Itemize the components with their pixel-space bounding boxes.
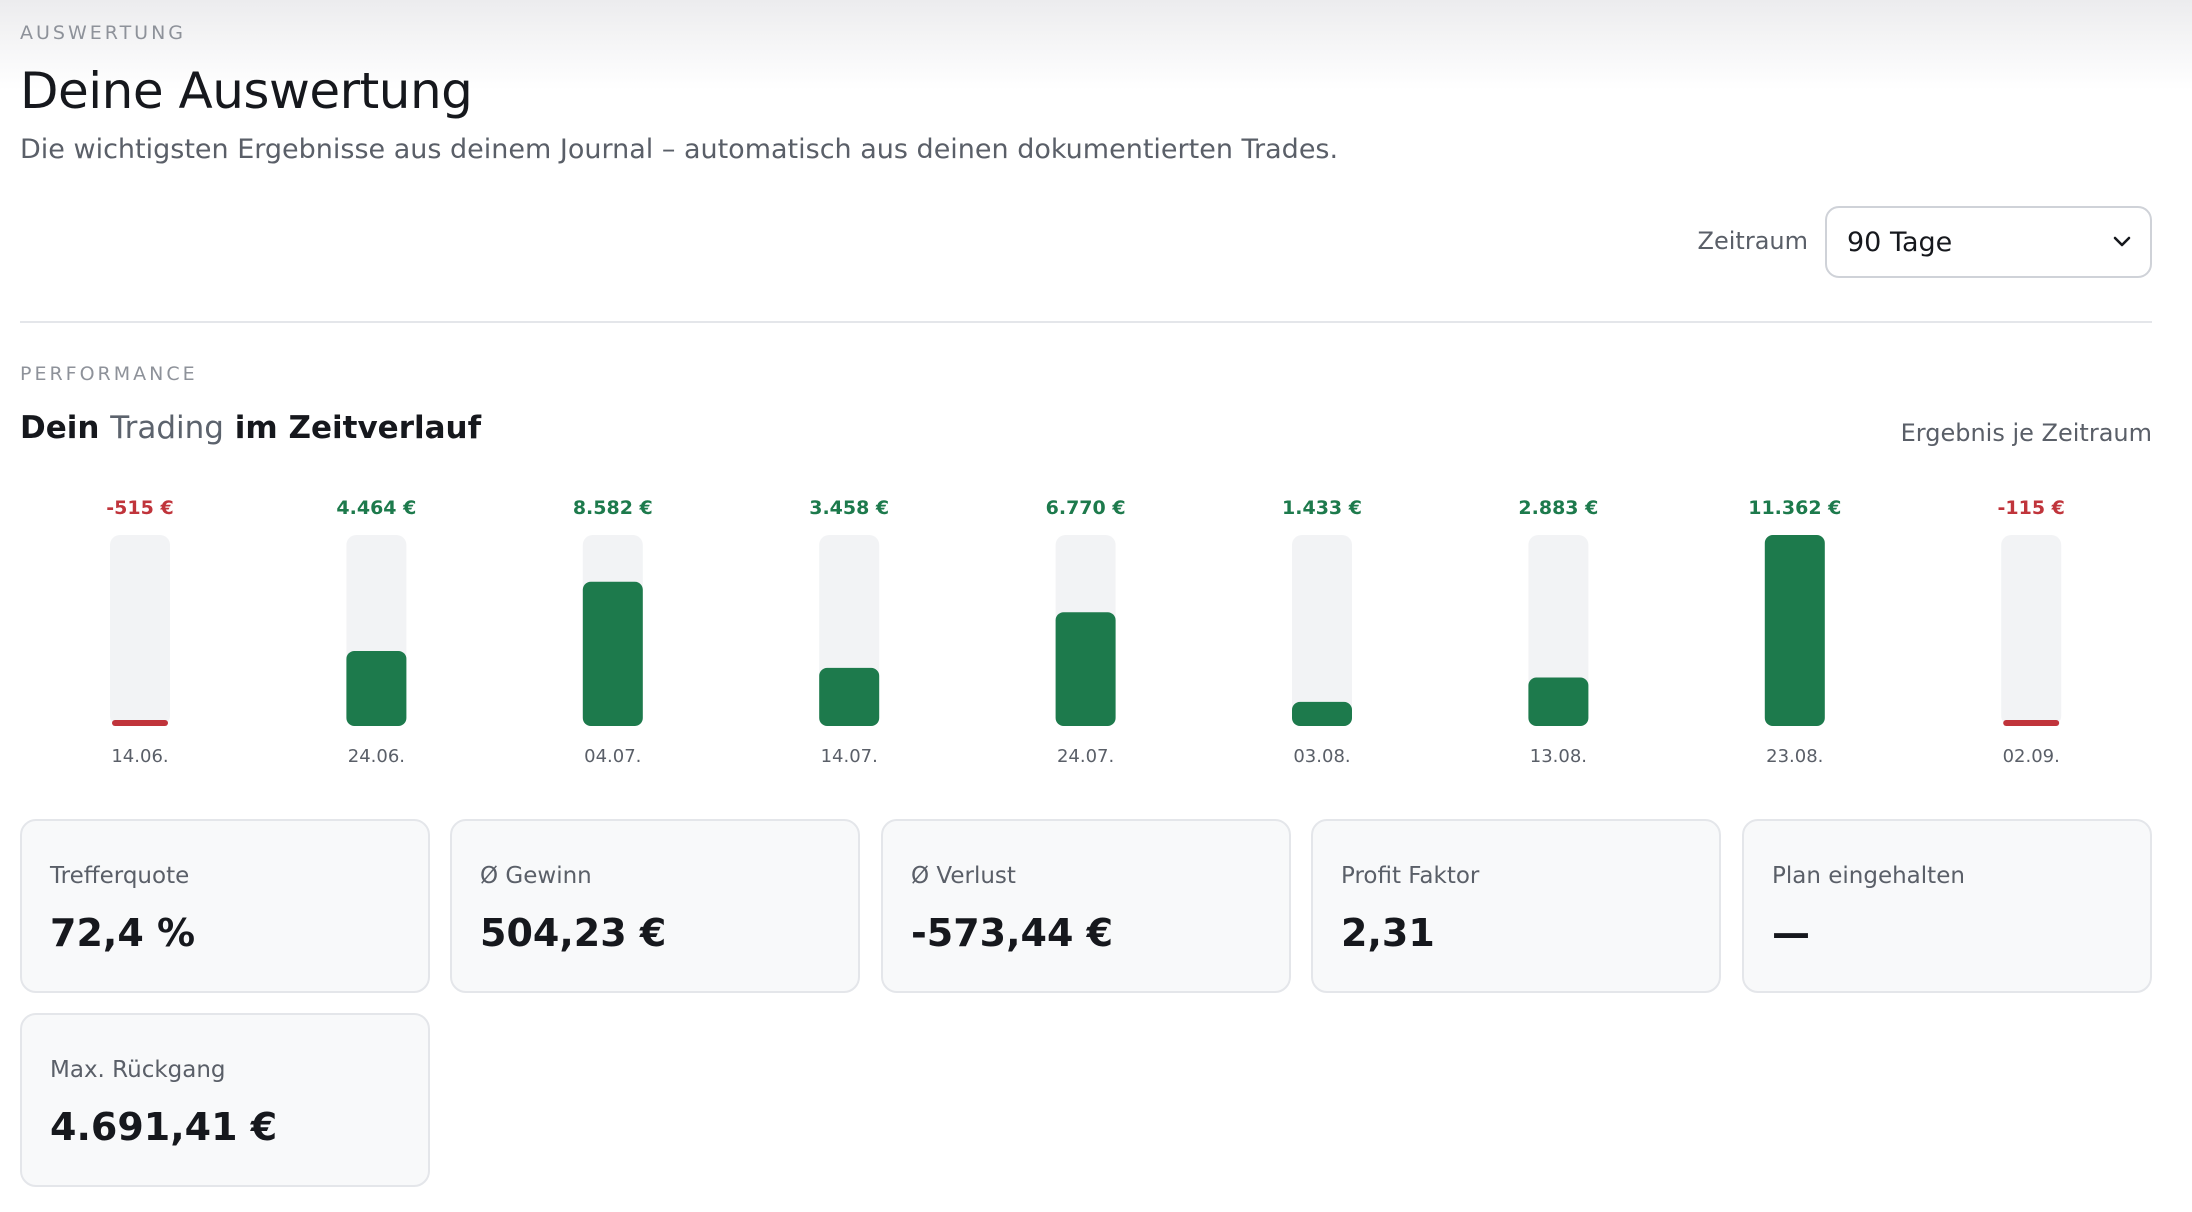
header-background xyxy=(0,0,2192,90)
page-title: Deine Auswertung xyxy=(20,62,473,120)
page-eyebrow: AUSWERTUNG xyxy=(20,22,187,44)
performance-title: Dein Trading im Zeitverlauf xyxy=(20,410,481,446)
bar-value-label: -115 € xyxy=(1998,497,2065,519)
stat-label: Ø Verlust xyxy=(911,863,1016,889)
bar[interactable] xyxy=(112,720,168,726)
period-label: Zeitraum xyxy=(1697,227,1808,255)
bar-value-label: 3.458 € xyxy=(809,497,889,519)
bar-value-label: -515 € xyxy=(106,497,173,519)
bar-value-label: 2.883 € xyxy=(1518,497,1598,519)
stat-card-trefferquote: Trefferquote 72,4 % xyxy=(20,819,430,993)
bar[interactable] xyxy=(1528,677,1589,726)
bar-track xyxy=(110,535,170,726)
x-tick-label: 02.09. xyxy=(2003,746,2060,767)
x-tick-label: 14.07. xyxy=(821,746,878,767)
bar-value-label: 4.464 € xyxy=(336,497,416,519)
stat-label: Ø Gewinn xyxy=(480,863,592,889)
bar[interactable] xyxy=(346,650,407,726)
performance-title-accent: Trading xyxy=(110,410,224,446)
stat-value: 72,4 % xyxy=(50,911,196,955)
chart-caption: Ergebnis je Zeitraum xyxy=(1900,419,2152,447)
page-subtitle: Die wichtigsten Ergebnisse aus deinem Jo… xyxy=(20,134,1339,165)
bar[interactable] xyxy=(819,667,880,726)
bar-value-label: 6.770 € xyxy=(1046,497,1126,519)
stat-value: 504,23 € xyxy=(480,911,667,955)
chevron-down-icon xyxy=(2112,232,2132,252)
performance-title-pre: Dein xyxy=(20,410,111,446)
x-tick-label: 14.06. xyxy=(111,746,168,767)
bar-value-label: 1.433 € xyxy=(1282,497,1362,519)
bar[interactable] xyxy=(1764,535,1825,726)
bar[interactable] xyxy=(1055,612,1116,726)
x-tick-label: 23.08. xyxy=(1766,746,1823,767)
performance-title-post: im Zeitverlauf xyxy=(224,410,482,446)
stat-label: Plan eingehalten xyxy=(1772,863,1965,889)
x-tick-label: 24.06. xyxy=(348,746,405,767)
x-tick-label: 24.07. xyxy=(1057,746,1114,767)
stat-value: — xyxy=(1772,911,1810,955)
stat-card-profit-factor: Profit Faktor 2,31 xyxy=(1311,819,1721,993)
stat-label: Max. Rückgang xyxy=(50,1057,226,1083)
x-tick-label: 13.08. xyxy=(1530,746,1587,767)
bar-value-label: 8.582 € xyxy=(573,497,653,519)
performance-bar-chart: -515 € 14.06. 4.464 € 24.06. 8.582 € 04.07. 3.… xyxy=(106,497,2065,767)
bar-track xyxy=(2001,535,2062,726)
stat-value: 2,31 xyxy=(1341,911,1435,955)
x-tick-label: 04.07. xyxy=(584,746,641,767)
bar[interactable] xyxy=(582,581,643,726)
stat-card-plan: Plan eingehalten — xyxy=(1742,819,2152,993)
stat-label: Trefferquote xyxy=(50,863,190,889)
bar-value-label: 11.362 € xyxy=(1748,497,1841,519)
stat-value: -573,44 € xyxy=(911,911,1114,955)
stat-card-avg-loss: Ø Verlust -573,44 € xyxy=(881,819,1291,993)
bar[interactable] xyxy=(1292,701,1352,726)
performance-eyebrow: PERFORMANCE xyxy=(20,363,198,385)
x-tick-label: 03.08. xyxy=(1293,746,1350,767)
stat-card-max-drawdown: Max. Rückgang 4.691,41 € xyxy=(20,1013,430,1187)
period-select-value: 90 Tage xyxy=(1847,226,1953,258)
stat-card-avg-gain: Ø Gewinn 504,23 € xyxy=(450,819,860,993)
stat-value: 4.691,41 € xyxy=(50,1105,278,1149)
stat-label: Profit Faktor xyxy=(1341,863,1480,889)
bar[interactable] xyxy=(2003,720,2060,726)
period-select[interactable]: 90 Tage xyxy=(1825,206,2152,278)
bar-track xyxy=(1292,535,1352,726)
section-divider xyxy=(20,321,2152,323)
